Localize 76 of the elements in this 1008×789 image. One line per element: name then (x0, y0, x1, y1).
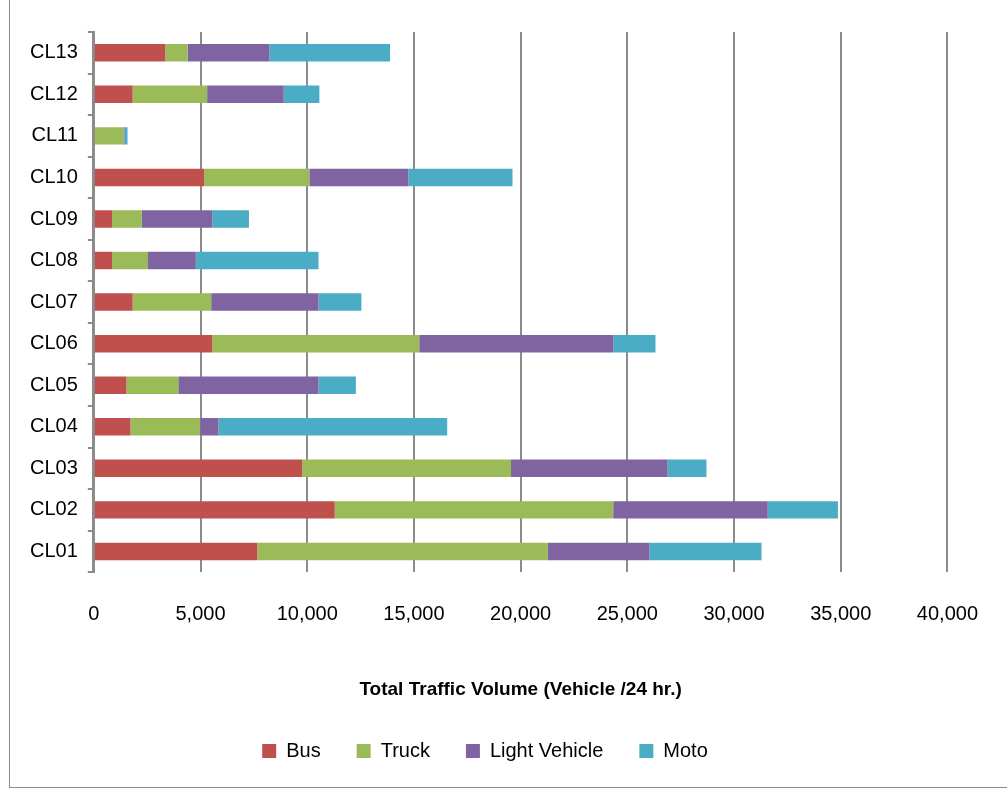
bar (132, 85, 208, 104)
bar (207, 85, 284, 104)
x-tick-label: 0 (88, 601, 100, 624)
bar (195, 251, 319, 270)
bar (302, 459, 512, 478)
bar (511, 459, 668, 478)
y-tick-label: CL07 (30, 289, 78, 312)
y-tick-label: CL02 (30, 497, 78, 520)
legend-label: Light Vehicle (489, 738, 604, 761)
bar (94, 85, 133, 104)
bar (283, 85, 320, 104)
y-tick-label: CL12 (30, 81, 78, 104)
bar (269, 44, 391, 62)
bar (94, 127, 124, 145)
bar (94, 334, 213, 353)
bar (187, 44, 270, 62)
bar (141, 210, 213, 228)
bar (211, 293, 319, 311)
bar (94, 168, 205, 187)
legend-label: Truck (380, 738, 431, 761)
x-axis-title: Total Traffic Volume (Vehicle /24 hr.) (359, 677, 682, 699)
y-tick-label: CL05 (30, 372, 78, 395)
bar (130, 418, 201, 436)
x-tick-label: 10,000 (276, 601, 338, 624)
bar (94, 418, 131, 436)
y-tick-label: CL10 (30, 164, 78, 187)
y-tick-label: CL06 (30, 331, 78, 354)
bar (408, 168, 513, 187)
bar (419, 334, 614, 353)
bar (94, 44, 166, 62)
y-tick-label: CL13 (30, 40, 78, 63)
x-tick-label: 40,000 (916, 601, 978, 624)
bar (613, 334, 656, 353)
y-tick-label: CL01 (30, 538, 78, 561)
bar (94, 210, 113, 228)
bar (204, 168, 310, 187)
bar (165, 44, 188, 62)
bar (547, 542, 650, 561)
bar (334, 501, 614, 519)
x-tick-label: 30,000 (703, 601, 765, 624)
x-tick-label: 15,000 (383, 601, 445, 624)
bar (200, 418, 219, 436)
legend-label: Moto (663, 738, 708, 761)
bar (613, 501, 768, 519)
bar (212, 334, 420, 353)
y-tick-label: CL08 (30, 248, 78, 271)
y-tick-label: CL11 (31, 123, 78, 146)
x-tick-label: 35,000 (810, 601, 872, 624)
x-tick-label: 25,000 (596, 601, 658, 624)
bar (767, 501, 838, 519)
bar (667, 459, 707, 478)
bar (94, 459, 303, 478)
bar (94, 501, 335, 519)
y-tick-label: CL09 (30, 206, 78, 229)
x-tick-label: 20,000 (490, 601, 552, 624)
legend-label: Bus (286, 738, 321, 761)
bar (309, 168, 409, 187)
bar (649, 542, 762, 561)
bar (112, 251, 149, 270)
bar (212, 210, 249, 228)
bar (148, 251, 196, 270)
bar (94, 542, 258, 561)
bar (318, 376, 356, 394)
bar (178, 376, 319, 394)
bar (132, 293, 212, 311)
bar (94, 293, 133, 311)
bar (94, 376, 127, 394)
bar (94, 251, 113, 270)
y-tick-label: CL03 (30, 455, 78, 478)
bar (257, 542, 548, 561)
bar (218, 418, 448, 436)
bar (126, 376, 179, 394)
x-tick-label: 5,000 (175, 601, 226, 624)
bar (318, 293, 362, 311)
y-tick-label: CL04 (30, 414, 78, 437)
bar (112, 210, 142, 228)
